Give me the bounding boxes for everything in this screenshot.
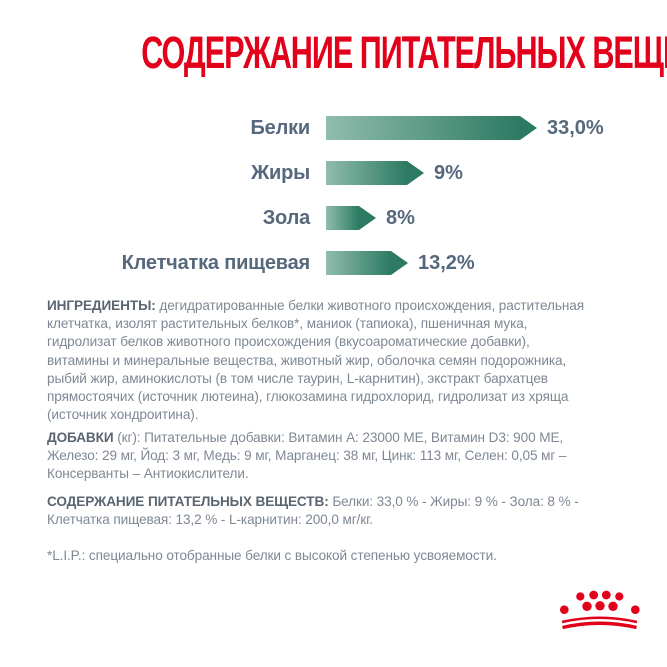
bar-arrow-tip (520, 116, 537, 140)
bar-body (326, 116, 520, 140)
bar-arrow-tip (407, 161, 424, 185)
paragraph-line: *L.I.P.: специально отобранные белки с в… (47, 548, 497, 563)
paragraph-line: (источник хондроитина). (47, 407, 199, 423)
bar-label: Белки (250, 116, 310, 139)
paragraph-line: ДОБАВКИ (кг): Питательные добавки: Витам… (47, 430, 564, 445)
chart-row-fats: Жиры 9% (48, 161, 647, 185)
ingredients-paragraph: ИНГРЕДИЕНТЫ: дегидратированные белки жив… (47, 297, 649, 424)
bar-proteins (326, 116, 537, 140)
bar-label: Зола (262, 206, 310, 229)
page-title-wrap: СОДЕРЖАНИЕ ПИТАТЕЛЬНЫХ ВЕЩЕСТВ (0, 30, 667, 76)
paragraph-line: прямостоячих (источник лютеина), глюкоза… (47, 389, 569, 405)
bar-value: 8% (386, 206, 415, 229)
chart-row-fiber: Клетчатка пищевая 13,2% (48, 251, 647, 275)
additives-heading: ДОБАВКИ (47, 430, 114, 445)
paragraph-line: витамины и минеральные вещества, животны… (47, 352, 567, 368)
bar-body (326, 251, 391, 275)
ingredients-heading: ИНГРЕДИЕНТЫ: (47, 298, 160, 313)
paragraph-line: гидролизат белков животного происхождени… (47, 334, 530, 350)
bar-fats (326, 161, 424, 185)
page-title: СОДЕРЖАНИЕ ПИТАТЕЛЬНЫХ ВЕЩЕСТВ (141, 27, 667, 78)
paragraph-line: Клетчатка пищевая: 13,2 % - L-карнитин: … (47, 512, 373, 528)
additives-paragraph: ДОБАВКИ (кг): Питательные добавки: Витам… (47, 429, 649, 484)
chart-row-ash: Зола 8% (48, 206, 647, 230)
bar-arrow-tip (359, 206, 376, 230)
paragraph-line: Консерванты – Антиокислители. (47, 466, 249, 482)
bar-value: 9% (434, 161, 463, 184)
bar-ash (326, 206, 376, 230)
royal-canin-crown-logo (560, 590, 640, 630)
paragraph-line: клетчатка, изолят растительных белков*, … (47, 316, 528, 332)
nutrition-heading: СОДЕРЖАНИЕ ПИТАТЕЛЬНЫХ ВЕЩЕСТВ: (47, 494, 333, 509)
bar-arrow-tip (391, 251, 408, 275)
nutrition-paragraph: СОДЕРЖАНИЕ ПИТАТЕЛЬНЫХ ВЕЩЕСТВ: Белки: 3… (47, 493, 649, 529)
paragraph-line: ИНГРЕДИЕНТЫ: дегидратированные белки жив… (47, 298, 584, 313)
bar-fiber (326, 251, 408, 275)
paragraph-line: СОДЕРЖАНИЕ ПИТАТЕЛЬНЫХ ВЕЩЕСТВ: Белки: 3… (47, 494, 579, 509)
paragraph-line: рыбий жир, аминокислоты (в том числе тау… (47, 370, 548, 386)
bar-value: 33,0% (547, 116, 604, 139)
bar-label: Жиры (251, 161, 310, 184)
paragraph-line: Железо: 29 мг, Йод: 3 мг, Медь: 9 мг, Ма… (47, 448, 567, 464)
nutrient-bar-chart: Белки 33,0% Жиры 9% Зола 8% Клетчатка пи… (48, 116, 647, 296)
lip-footnote: *L.I.P.: специально отобранные белки с в… (47, 547, 649, 565)
bar-value: 13,2% (418, 251, 475, 274)
chart-row-proteins: Белки 33,0% (48, 116, 647, 140)
bar-body (326, 161, 407, 185)
additives-heading-suffix: (кг): (113, 430, 145, 445)
bar-body (326, 206, 359, 230)
bar-label: Клетчатка пищевая (121, 251, 311, 274)
